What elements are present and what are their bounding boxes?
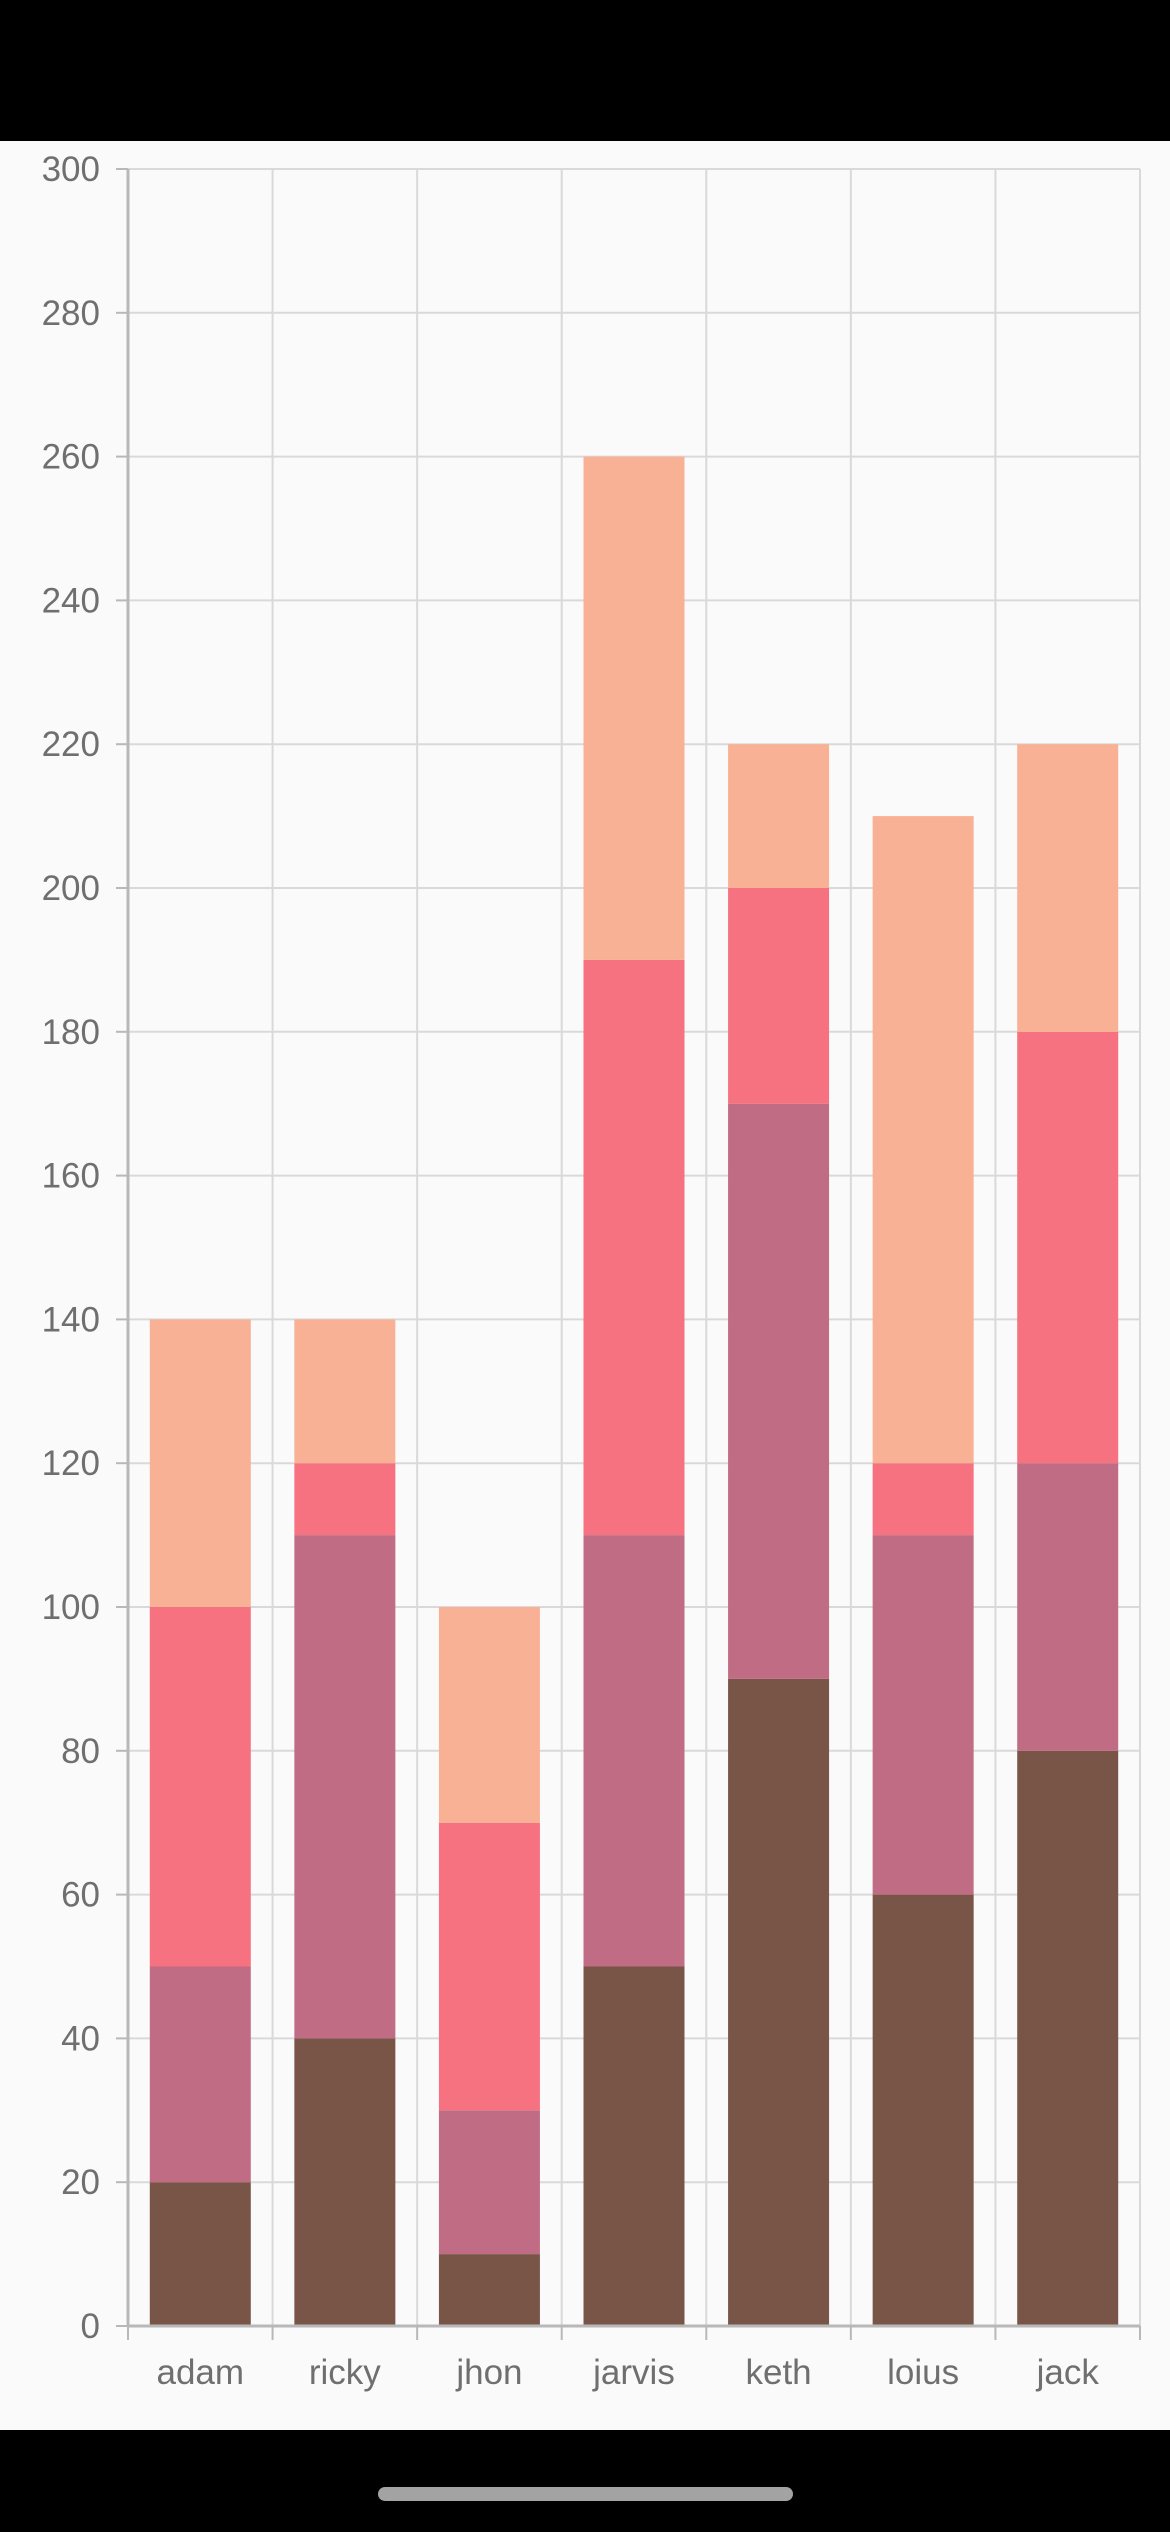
- bar-segment-ricky-1[interactable]: [294, 1535, 396, 2039]
- y-tick-label: 80: [61, 1732, 100, 1771]
- tick-labels: 0 20 40 60 80 100 120 140 160 180 200 220 240 260 280 3…: [42, 150, 1100, 2392]
- status-bar: [0, 0, 1170, 141]
- x-tick-label: jack: [1036, 2353, 1100, 2392]
- bar-segment-loius-3[interactable]: [872, 816, 974, 1464]
- bar-segment-jack-2[interactable]: [1017, 1031, 1119, 1464]
- x-tick-label: keth: [745, 2353, 811, 2392]
- bar-segment-keth-1[interactable]: [728, 1103, 830, 1679]
- y-tick-label: 40: [61, 2019, 100, 2058]
- y-tick-label: 140: [42, 1300, 100, 1339]
- bar-segment-adam-1[interactable]: [149, 1966, 251, 2183]
- bar-segment-adam-3[interactable]: [149, 1319, 251, 1607]
- y-tick-label: 300: [42, 150, 100, 189]
- bar-series: [149, 456, 1119, 2327]
- y-tick-label: 20: [61, 2163, 100, 2202]
- bar-segment-keth-0[interactable]: [728, 1678, 830, 2326]
- y-tick-label: 280: [42, 294, 100, 333]
- x-tick-label: adam: [157, 2353, 245, 2392]
- y-tick-label: 0: [81, 2307, 100, 2346]
- bottom-bar: [0, 2430, 1170, 2532]
- y-tick-label: 120: [42, 1444, 100, 1483]
- bar-segment-jhon-0[interactable]: [438, 2254, 540, 2326]
- bar-segment-adam-0[interactable]: [149, 2182, 251, 2326]
- bar-segment-jack-3[interactable]: [1017, 744, 1119, 1032]
- bar-segment-adam-2[interactable]: [149, 1607, 251, 1967]
- x-tick-label: jarvis: [592, 2353, 675, 2392]
- bar-segment-loius-2[interactable]: [872, 1463, 974, 1536]
- x-tick-label: jhon: [455, 2353, 522, 2392]
- home-indicator[interactable]: [378, 2487, 793, 2501]
- bar-segment-ricky-0[interactable]: [294, 2038, 396, 2326]
- bar-segment-jhon-3[interactable]: [438, 1607, 540, 1823]
- bar-segment-jhon-2[interactable]: [438, 1822, 540, 2111]
- bar-segment-ricky-2[interactable]: [294, 1463, 396, 1536]
- bar-segment-jarvis-2[interactable]: [583, 959, 685, 1536]
- bar-segment-jhon-1[interactable]: [438, 2110, 540, 2255]
- y-tick-label: 160: [42, 1157, 100, 1196]
- y-tick-label: 60: [61, 1876, 100, 1915]
- y-tick-label: 100: [42, 1588, 100, 1627]
- bar-segment-jarvis-3[interactable]: [583, 456, 685, 960]
- bar-segment-jack-0[interactable]: [1017, 1750, 1119, 2326]
- bar-segment-jarvis-1[interactable]: [583, 1535, 685, 1967]
- y-tick-label: 220: [42, 725, 100, 764]
- y-tick-label: 240: [42, 581, 100, 620]
- bar-segment-loius-0[interactable]: [872, 1894, 974, 2326]
- bar-segment-keth-2[interactable]: [728, 888, 830, 1104]
- y-tick-label: 180: [42, 1013, 100, 1052]
- bar-segment-jack-1[interactable]: [1017, 1463, 1119, 1751]
- y-tick-label: 260: [42, 438, 100, 477]
- axes: [116, 168, 1141, 2340]
- x-tick-label: ricky: [309, 2353, 381, 2392]
- bar-segment-keth-3[interactable]: [728, 744, 830, 888]
- bar-segment-jarvis-0[interactable]: [583, 1966, 685, 2327]
- stacked-bar-chart: 0 20 40 60 80 100 120 140 160 180 200 220 240 260 280 3…: [42, 150, 1141, 2392]
- y-tick-label: 200: [42, 869, 100, 908]
- bar-segment-loius-1[interactable]: [872, 1535, 974, 1895]
- bar-segment-ricky-3[interactable]: [294, 1319, 396, 1464]
- x-tick-label: loius: [887, 2353, 959, 2392]
